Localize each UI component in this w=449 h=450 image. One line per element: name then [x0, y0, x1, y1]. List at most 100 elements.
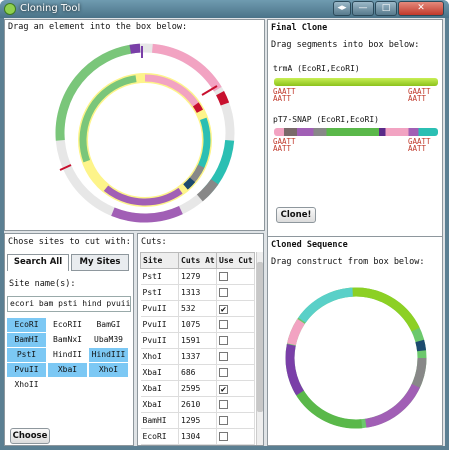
use-cut-cell — [216, 284, 255, 301]
scroll-thumb[interactable] — [257, 262, 263, 412]
use-cut-checkbox[interactable] — [219, 400, 228, 409]
site-cell: PstI — [140, 284, 179, 301]
enzyme-option[interactable]: BamNxI — [53, 335, 82, 344]
site-cell: XbaI — [140, 364, 179, 381]
cuts-at-cell: 1313 — [178, 284, 217, 301]
site-cell: BamHI — [140, 412, 179, 429]
final-clone-instruction: Drag segments into box below: — [271, 40, 420, 50]
enzyme-option[interactable]: BamGI — [96, 320, 121, 329]
use-cut-cell — [216, 332, 255, 349]
table-row[interactable]: PvuII 532 ✔ — [140, 300, 255, 317]
title-bar[interactable]: Cloning Tool ◂▸ — □ ✕ — [0, 0, 449, 18]
enzyme-option[interactable]: EcoRI — [7, 318, 46, 332]
cuts-at-cell: 1279 — [178, 268, 217, 285]
plasmid-rings[interactable] — [5, 20, 264, 230]
table-row[interactable]: PvuII 1075 — [140, 316, 255, 333]
site-marker-right-2: GAATT AATT — [408, 137, 431, 153]
use-cut-checkbox[interactable]: ✔ — [219, 305, 228, 315]
segment-label-2: pT7-SNAP (EcoRI,EcoRI) — [273, 115, 379, 124]
use-cut-checkbox[interactable] — [219, 288, 228, 297]
enzyme-option[interactable]: HindIII — [89, 348, 128, 362]
table-row[interactable]: XhoI 1337 — [140, 348, 255, 365]
window-title: Cloning Tool — [20, 3, 81, 14]
use-cut-cell — [216, 428, 255, 445]
use-cut-cell — [216, 316, 255, 333]
enzyme-option[interactable]: XbaI — [48, 363, 87, 377]
use-cut-cell: ✔ — [216, 380, 255, 397]
table-row[interactable]: PstI 1313 — [140, 284, 255, 301]
use-cut-checkbox[interactable]: ✔ — [219, 385, 228, 395]
cloned-sequence-title: Cloned Sequence — [271, 240, 348, 250]
choose-button[interactable]: Choose — [10, 428, 50, 444]
site-cell: PvuII — [140, 316, 179, 333]
use-cut-checkbox[interactable] — [219, 352, 228, 361]
enzyme-option[interactable]: BamHI — [7, 333, 46, 347]
cuts-at-cell: 1337 — [178, 348, 217, 365]
use-cut-checkbox[interactable] — [219, 320, 228, 329]
table-row[interactable]: XbaI 2610 — [140, 396, 255, 413]
cuts-scrollbar[interactable] — [256, 252, 263, 445]
use-cut-checkbox[interactable] — [219, 416, 228, 425]
clone-button[interactable]: Clone! — [276, 207, 316, 223]
cloned-sequence-instruction: Drag construct from box below: — [271, 257, 425, 267]
cuts-table: Site Cuts At Use Cut PstI 1279 PstI 1313 Pvu… — [140, 252, 255, 445]
use-cut-checkbox[interactable] — [219, 432, 228, 441]
site-search-input[interactable]: ecori bam psti hind pvuii xbai — [7, 296, 131, 312]
segment-bar-2[interactable] — [274, 128, 438, 136]
column-header-site[interactable]: Site — [140, 252, 179, 269]
enzyme-option[interactable]: PvuII — [7, 363, 46, 377]
cuts-at-cell: 1304 — [178, 428, 217, 445]
table-row[interactable]: PvuII 1591 — [140, 332, 255, 349]
cuts-at-cell: 1591 — [178, 332, 217, 349]
final-clone-title: Final Clone — [271, 23, 328, 33]
table-row[interactable]: EcoRI 1304 — [140, 428, 255, 445]
client-area: Drag an element into the box below: — [4, 18, 445, 446]
table-row[interactable]: XbaI 2595 ✔ — [140, 380, 255, 397]
plasmid-panel[interactable]: Drag an element into the box below: — [4, 19, 265, 231]
site-marker-left-2: GAATT AATT — [273, 137, 296, 153]
site-cell: XbaI — [140, 380, 179, 397]
cuts-at-cell: 532 — [178, 300, 217, 317]
site-marker-right-1: GAATT AATT — [408, 87, 431, 103]
sites-panel: Chose sites to cut with: Search All My S… — [4, 233, 134, 446]
site-cell: PvuII — [140, 300, 179, 317]
use-cut-cell — [216, 396, 255, 413]
enzyme-option[interactable]: XhoII — [14, 380, 39, 389]
cuts-at-cell: 686 — [178, 364, 217, 381]
use-cut-cell: ✔ — [216, 300, 255, 317]
final-clone-panel[interactable]: Final Clone Drag segments into box below… — [267, 19, 443, 241]
segment-bar-1[interactable] — [274, 78, 438, 86]
table-row[interactable]: PstI 1279 — [140, 268, 255, 285]
enzyme-option[interactable]: PstI — [7, 348, 46, 362]
extra-button[interactable]: ◂▸ — [333, 1, 351, 16]
use-cut-checkbox[interactable] — [219, 368, 228, 377]
cuts-at-cell: 1075 — [178, 316, 217, 333]
cloned-ring[interactable] — [268, 272, 442, 447]
cuts-at-cell: 2610 — [178, 396, 217, 413]
table-row[interactable]: BamHI 1295 — [140, 412, 255, 429]
maximize-button[interactable]: □ — [375, 1, 397, 16]
cuts-at-cell: 2595 — [178, 380, 217, 397]
site-cell: PstI — [140, 268, 179, 285]
column-header-cuts-at[interactable]: Cuts At — [178, 252, 217, 269]
tab-search-all[interactable]: Search All — [7, 254, 69, 271]
enzyme-option[interactable]: HindII — [53, 350, 82, 359]
use-cut-checkbox[interactable] — [219, 336, 228, 345]
minimize-button[interactable]: — — [352, 1, 374, 16]
tab-my-sites[interactable]: My Sites — [71, 254, 129, 271]
site-cell: EcoRI — [140, 428, 179, 445]
enzyme-option[interactable]: XhoI — [89, 363, 128, 377]
enzyme-option[interactable]: UbaM39 — [94, 335, 123, 344]
cloned-sequence-panel[interactable]: Cloned Sequence Drag construct from box … — [267, 236, 443, 446]
app-icon — [4, 3, 16, 15]
close-button[interactable]: ✕ — [398, 1, 444, 16]
use-cut-checkbox[interactable] — [219, 272, 228, 281]
column-header-use-cut[interactable]: Use Cut — [216, 252, 255, 269]
use-cut-cell — [216, 412, 255, 429]
table-row[interactable]: XbaI 686 — [140, 364, 255, 381]
site-cell: XhoI — [140, 348, 179, 365]
enzyme-option[interactable]: EcoRII — [53, 320, 82, 329]
site-cell: XbaI — [140, 396, 179, 413]
cuts-at-cell: 1295 — [178, 412, 217, 429]
